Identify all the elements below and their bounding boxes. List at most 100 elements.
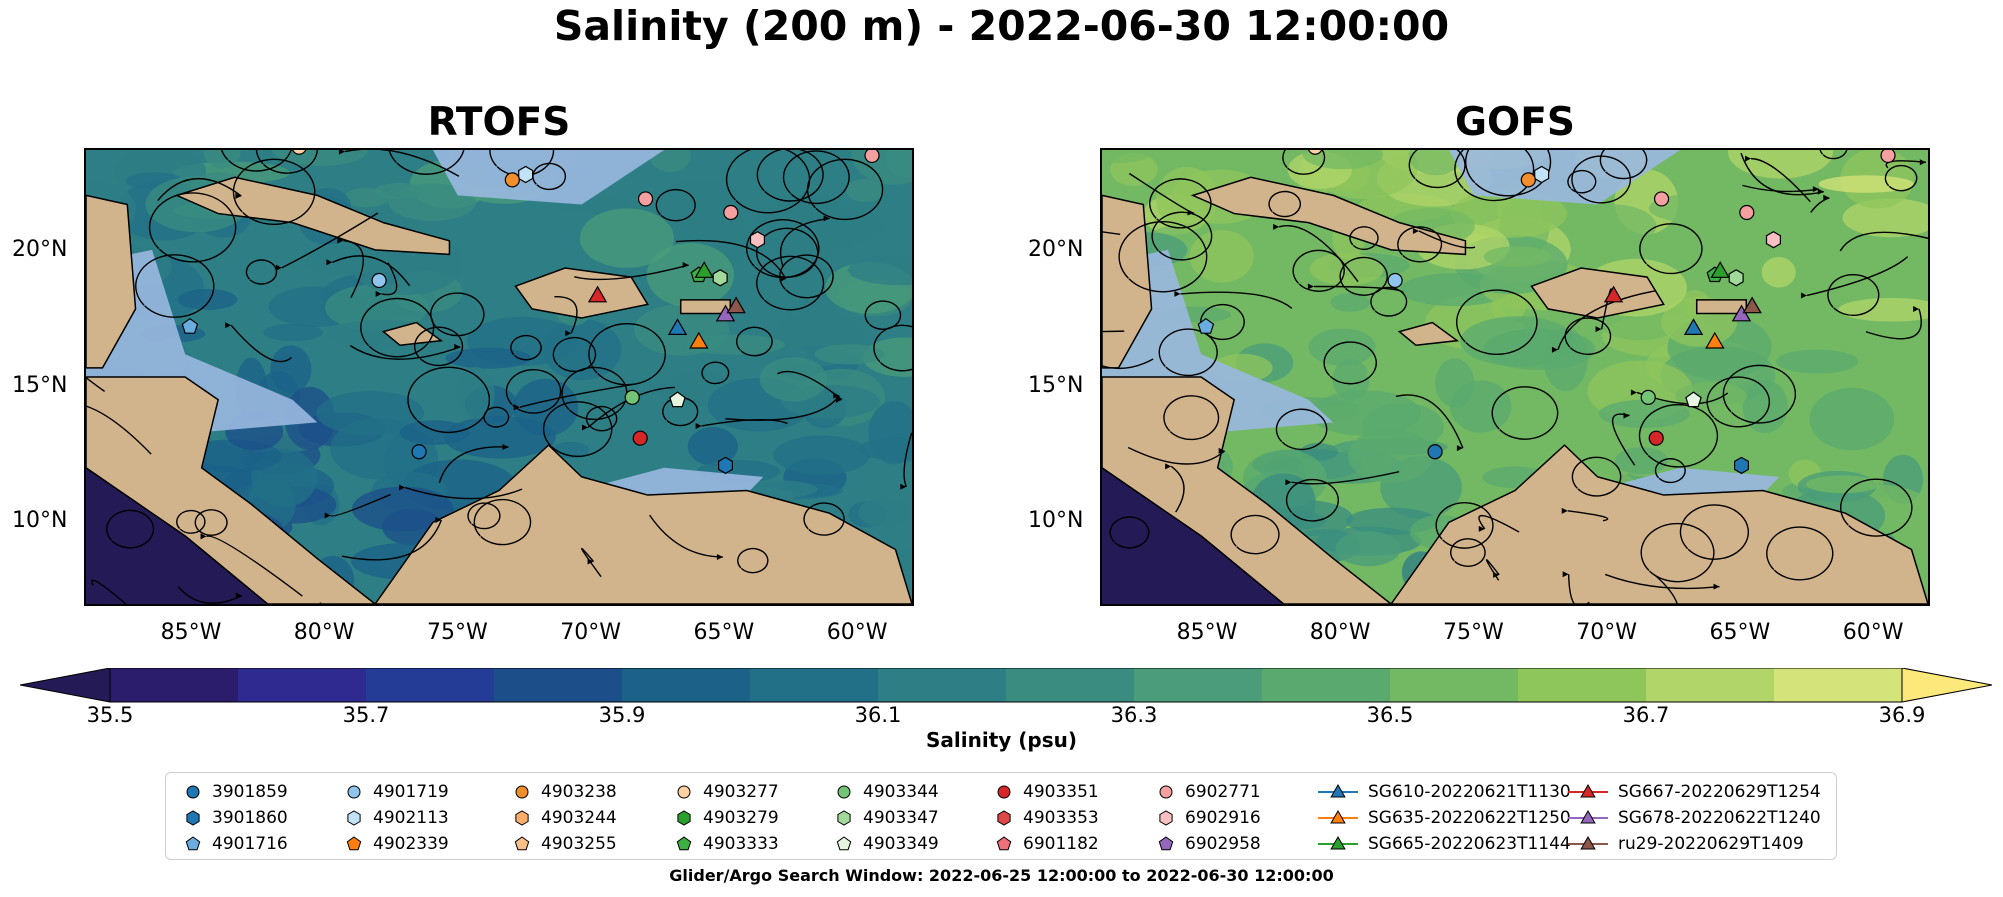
legend-item: 6902771 [1155, 782, 1261, 802]
colorbar-frame [109, 667, 1903, 703]
x-tick-label: 70°W [560, 620, 621, 645]
streamline [903, 432, 912, 488]
observation-marker-SG610 [1683, 318, 1704, 335]
streamline-arrowhead [1273, 223, 1280, 230]
salinity-patch [1818, 175, 1914, 193]
legend-item: 4903353 [993, 808, 1099, 828]
y-tick-label: 20°N [1028, 236, 1084, 262]
observation-marker-4903238 [504, 172, 520, 188]
streamline [1118, 221, 1208, 293]
land-mass [1102, 376, 1393, 604]
legend-marker-icon [1568, 783, 1608, 798]
legend-marker-icon [997, 810, 1011, 826]
land-mass [1102, 194, 1153, 369]
streamline [1557, 290, 1657, 350]
y-tick-label: 10°N [12, 508, 68, 534]
salinity-patch [814, 344, 885, 365]
land-mass [1390, 444, 1928, 604]
land-mass [1397, 321, 1460, 347]
streamline [332, 255, 411, 287]
legend-label: 4903255 [541, 834, 617, 854]
colorbar-segment [1774, 668, 1903, 702]
legend-marker-icon [347, 785, 361, 799]
streamline [1454, 150, 1535, 202]
salinity-patch [270, 345, 312, 394]
observation-marker-SG667 [587, 285, 608, 303]
colorbar-segment [366, 668, 495, 702]
legend-label: SG678-20220622T1240 [1618, 808, 1821, 828]
colorbar-segment [238, 668, 367, 702]
streamline [230, 324, 292, 363]
legend-marker-icon [677, 785, 691, 799]
observation-marker-4903351 [1648, 430, 1664, 446]
legend-item: ru29-20220629T1409 [1566, 834, 1804, 854]
legend-item: 6901182 [993, 834, 1099, 854]
x-tick-label: 70°W [1576, 620, 1637, 645]
streamline [220, 150, 292, 172]
colorbar-segment [1262, 668, 1391, 702]
legend-item: 4903244 [511, 808, 617, 828]
observation-marker-3901860 [717, 456, 734, 475]
legend-marker-icon [1159, 785, 1173, 799]
streamline [655, 188, 696, 222]
observation-marker-4902113 [1534, 165, 1550, 184]
colorbar-segment [750, 668, 879, 702]
salinity-patch [1842, 198, 1928, 238]
streamline-arrowhead [1478, 525, 1485, 532]
salinity-patch [1761, 256, 1796, 288]
streamline [1465, 150, 1552, 197]
streamline [803, 502, 845, 536]
panel-title-gofs: GOFS [1455, 100, 1575, 145]
streamline [1478, 514, 1520, 533]
streamline [255, 150, 319, 174]
y-tick-label: 15°N [1028, 372, 1084, 398]
salinity-patch [177, 288, 238, 310]
legend-label: SG667-20220629T1254 [1618, 782, 1821, 802]
streamline [585, 405, 618, 432]
streamline [388, 150, 465, 175]
streamline [148, 192, 237, 263]
map-gofs [1100, 148, 1930, 606]
streamline [1109, 516, 1150, 549]
streamline [404, 486, 523, 500]
legend-label: 4902113 [373, 808, 449, 828]
streamline [1158, 328, 1218, 377]
streamline [1567, 510, 1609, 522]
observation-marker-4903349 [1685, 391, 1702, 408]
streamline-arrowhead [779, 276, 786, 283]
streamline [1599, 150, 1648, 180]
observation-marker-6902771 [637, 191, 654, 207]
salinity-patch [858, 497, 910, 529]
streamline [662, 396, 699, 427]
salinity-patch [1838, 297, 1928, 322]
streamline [177, 586, 243, 604]
map-canvas [1102, 150, 1928, 604]
streamline [1275, 408, 1328, 451]
streamline-arrowhead [1218, 447, 1225, 454]
streamline-arrowhead [375, 290, 382, 297]
salinity-patch [1332, 358, 1370, 401]
salinity-patch [1308, 328, 1376, 366]
streamline-arrowhead [1561, 507, 1568, 514]
streamline [232, 158, 316, 226]
legend-marker-icon [1318, 835, 1358, 850]
colorbar-segment [1390, 668, 1519, 702]
salinity-patch [773, 435, 871, 475]
salinity-patch [646, 242, 735, 308]
x-tick-label: 80°W [1309, 620, 1371, 645]
streamline-arrowhead [1913, 305, 1920, 312]
legend-label: SG665-20220623T1144 [1368, 834, 1571, 854]
streamline [467, 502, 501, 530]
streamline [675, 239, 787, 280]
streamline-arrowhead [1493, 571, 1500, 578]
observation-marker-4901719 [371, 272, 387, 289]
streamline [194, 509, 228, 536]
observation-marker-SG635 [1705, 331, 1725, 349]
streamline-arrowhead [1800, 292, 1807, 299]
colorbar-tick-label: 36.7 [1622, 703, 1670, 727]
streamline [1640, 522, 1715, 583]
streamline [157, 177, 242, 202]
streamline [483, 406, 510, 428]
salinity-patch [808, 207, 885, 245]
observation-marker-4903344 [1640, 389, 1656, 405]
